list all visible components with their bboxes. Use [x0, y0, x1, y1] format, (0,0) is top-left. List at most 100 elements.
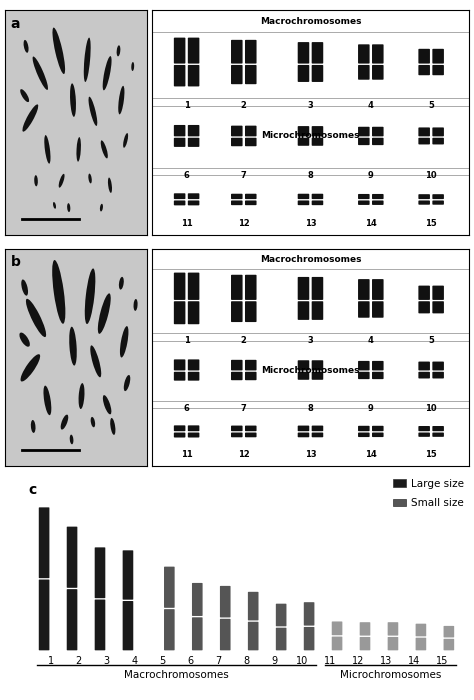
FancyBboxPatch shape — [372, 127, 383, 136]
FancyBboxPatch shape — [312, 42, 323, 64]
FancyBboxPatch shape — [419, 200, 430, 204]
FancyBboxPatch shape — [174, 426, 185, 431]
FancyBboxPatch shape — [164, 609, 174, 650]
FancyBboxPatch shape — [298, 433, 309, 438]
FancyBboxPatch shape — [67, 526, 77, 588]
Ellipse shape — [44, 135, 51, 164]
FancyBboxPatch shape — [358, 361, 370, 370]
Text: 7: 7 — [241, 171, 246, 180]
Ellipse shape — [31, 420, 36, 433]
FancyBboxPatch shape — [231, 65, 243, 84]
FancyBboxPatch shape — [432, 194, 444, 199]
FancyBboxPatch shape — [304, 602, 314, 626]
Text: Microchromosomes: Microchromosomes — [261, 132, 360, 141]
FancyBboxPatch shape — [312, 200, 323, 205]
FancyBboxPatch shape — [298, 277, 309, 300]
Text: 5: 5 — [159, 656, 166, 666]
FancyBboxPatch shape — [245, 200, 256, 205]
FancyBboxPatch shape — [388, 637, 398, 650]
Ellipse shape — [120, 326, 128, 358]
Text: Microchromosomes: Microchromosomes — [261, 365, 360, 375]
FancyBboxPatch shape — [304, 627, 314, 650]
Ellipse shape — [21, 279, 28, 295]
Ellipse shape — [134, 299, 137, 311]
FancyBboxPatch shape — [358, 433, 370, 437]
Text: 14: 14 — [365, 450, 377, 459]
Ellipse shape — [89, 97, 97, 126]
Ellipse shape — [33, 57, 48, 90]
Text: 12: 12 — [352, 656, 365, 666]
Ellipse shape — [110, 418, 115, 435]
Ellipse shape — [52, 260, 65, 324]
Ellipse shape — [103, 395, 111, 414]
FancyBboxPatch shape — [312, 360, 323, 370]
FancyBboxPatch shape — [419, 372, 430, 379]
FancyBboxPatch shape — [419, 138, 430, 144]
Ellipse shape — [85, 268, 95, 324]
FancyBboxPatch shape — [432, 372, 444, 379]
FancyBboxPatch shape — [174, 193, 185, 199]
FancyBboxPatch shape — [432, 426, 444, 431]
FancyBboxPatch shape — [231, 301, 243, 322]
Ellipse shape — [61, 414, 68, 430]
FancyBboxPatch shape — [39, 508, 49, 578]
FancyBboxPatch shape — [245, 40, 256, 64]
FancyBboxPatch shape — [358, 194, 370, 199]
FancyBboxPatch shape — [419, 301, 430, 314]
Ellipse shape — [100, 204, 103, 211]
FancyBboxPatch shape — [416, 638, 426, 650]
Text: 6: 6 — [184, 171, 190, 180]
FancyBboxPatch shape — [432, 286, 444, 300]
FancyBboxPatch shape — [188, 125, 200, 136]
Text: a: a — [10, 18, 20, 32]
FancyBboxPatch shape — [312, 138, 323, 146]
FancyBboxPatch shape — [372, 361, 383, 370]
FancyBboxPatch shape — [312, 194, 323, 199]
FancyBboxPatch shape — [248, 622, 258, 650]
Text: 1: 1 — [184, 336, 190, 344]
Text: 10: 10 — [425, 171, 437, 180]
FancyBboxPatch shape — [188, 426, 200, 431]
FancyBboxPatch shape — [188, 138, 200, 147]
FancyBboxPatch shape — [419, 65, 430, 75]
FancyBboxPatch shape — [372, 372, 383, 379]
FancyBboxPatch shape — [358, 301, 370, 318]
Ellipse shape — [119, 276, 124, 290]
FancyBboxPatch shape — [231, 433, 243, 438]
FancyBboxPatch shape — [372, 194, 383, 199]
Text: 4: 4 — [368, 101, 374, 109]
Text: 13: 13 — [380, 656, 392, 666]
FancyBboxPatch shape — [358, 372, 370, 379]
FancyBboxPatch shape — [358, 65, 370, 80]
Ellipse shape — [70, 435, 73, 444]
FancyBboxPatch shape — [245, 301, 256, 322]
Text: 13: 13 — [305, 450, 316, 459]
FancyBboxPatch shape — [432, 138, 444, 144]
Ellipse shape — [20, 89, 29, 102]
FancyBboxPatch shape — [358, 127, 370, 136]
Text: 6: 6 — [184, 404, 190, 413]
FancyBboxPatch shape — [419, 127, 430, 136]
FancyBboxPatch shape — [432, 65, 444, 75]
Text: c: c — [28, 483, 36, 497]
Ellipse shape — [101, 140, 108, 158]
Ellipse shape — [19, 332, 30, 346]
FancyBboxPatch shape — [432, 433, 444, 437]
FancyBboxPatch shape — [231, 40, 243, 64]
FancyBboxPatch shape — [360, 637, 370, 650]
FancyBboxPatch shape — [245, 372, 256, 380]
FancyBboxPatch shape — [358, 279, 370, 300]
Ellipse shape — [108, 178, 112, 193]
Text: 1: 1 — [48, 656, 54, 666]
FancyBboxPatch shape — [188, 65, 200, 86]
Ellipse shape — [98, 293, 111, 334]
Text: 3: 3 — [308, 101, 313, 109]
FancyBboxPatch shape — [332, 636, 342, 650]
Text: 4: 4 — [368, 336, 374, 344]
Ellipse shape — [67, 203, 70, 212]
Text: 10: 10 — [296, 656, 309, 666]
FancyBboxPatch shape — [372, 426, 383, 431]
FancyBboxPatch shape — [372, 279, 383, 300]
Text: 11: 11 — [181, 450, 192, 459]
Ellipse shape — [88, 174, 92, 183]
